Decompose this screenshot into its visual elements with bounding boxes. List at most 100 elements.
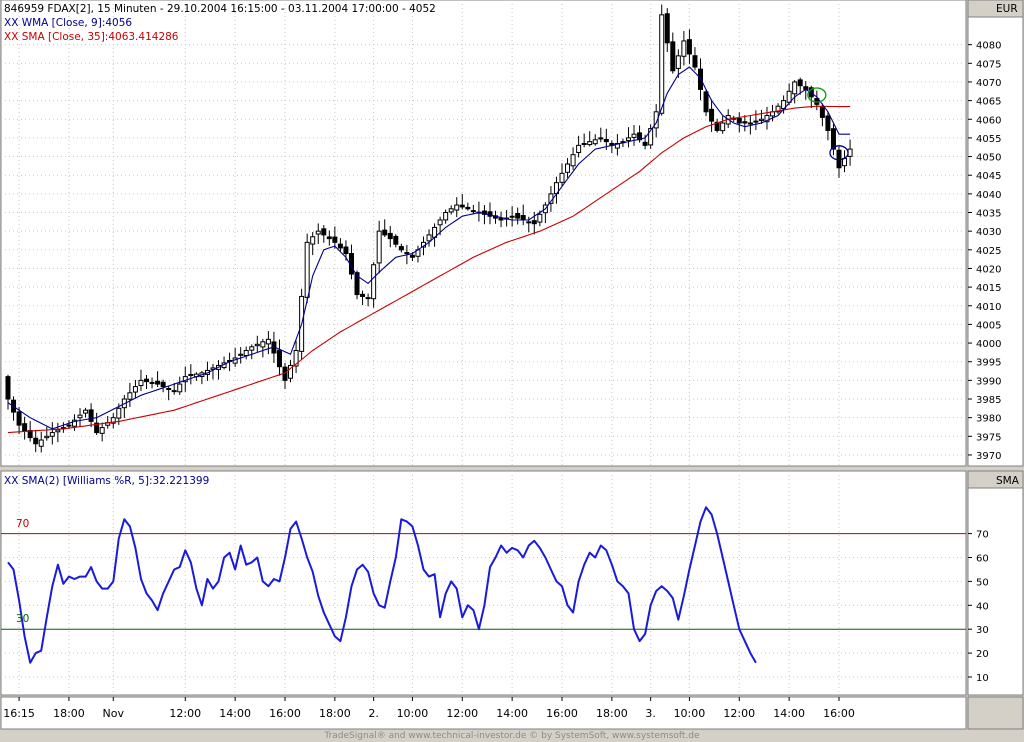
sma-box [967, 470, 1024, 489]
candle-body [592, 139, 598, 145]
candle-body [171, 390, 177, 393]
candle-body [88, 409, 94, 422]
candle-body [243, 350, 249, 357]
williams-sma-line [7, 506, 757, 664]
candle-body [265, 338, 271, 345]
price-tick-label: 3970 [976, 451, 1001, 462]
price-tick-label: 4075 [976, 59, 1001, 70]
time-tick-label: 16:00 [823, 707, 855, 720]
price-tick-label: 4000 [976, 339, 1001, 350]
candle-body [393, 235, 399, 245]
candle-body [321, 228, 327, 236]
candle-body [714, 121, 720, 131]
oscillator-tick-label: 40 [976, 601, 989, 612]
price-axis [967, 0, 1024, 467]
price-tick-label: 4015 [976, 283, 1001, 294]
candle-body [836, 149, 842, 169]
candle-body [825, 115, 831, 131]
price-tick-label: 4055 [976, 134, 1001, 145]
time-tick-label: 14:00 [773, 707, 805, 720]
candle-body [470, 210, 476, 213]
candle-body [16, 411, 22, 426]
candle-body [686, 39, 692, 55]
currency-box [967, 0, 1024, 18]
candle-body [326, 236, 332, 240]
candle-body [293, 350, 299, 367]
candle-body [448, 208, 454, 213]
candle-body [254, 343, 260, 347]
currency-label: EUR [996, 3, 1018, 15]
candle-body [692, 55, 698, 68]
candle-body [188, 373, 194, 376]
candle-body [454, 204, 460, 211]
time-tick-label: 12:00 [446, 707, 478, 720]
candle-body [670, 41, 676, 72]
time-tick-label: 3. [645, 707, 656, 720]
candle-body [520, 215, 526, 221]
candle-body [465, 206, 471, 210]
candle-body [149, 381, 155, 384]
time-tick-label: 14:00 [496, 707, 528, 720]
candle-body [288, 364, 294, 379]
price-tick-label: 4010 [976, 302, 1001, 313]
time-tick-label: Nov [103, 707, 125, 720]
time-tick-label: 12:00 [169, 707, 201, 720]
candle-body [71, 419, 77, 427]
price-tick-label: 4070 [976, 78, 1001, 89]
candle-body [132, 386, 138, 393]
candle-body [598, 137, 604, 140]
candle-body [55, 429, 61, 433]
candle-body [642, 141, 648, 146]
candle-body [819, 106, 825, 118]
time-tick-label: 10:00 [674, 707, 706, 720]
price-tick-label: 4050 [976, 153, 1001, 164]
oscillator-tick-label: 10 [976, 673, 989, 684]
price-grid: 3970 3975 3980 3985 3990 3995 4000 4005 4010 4015… [1, 41, 1001, 462]
candle-body [337, 243, 343, 249]
candle-body [459, 204, 465, 208]
candle-body [786, 90, 792, 103]
candle-body [116, 407, 122, 419]
price-panel [0, 0, 967, 467]
candle-body [509, 215, 515, 218]
level-30-label: 30 [16, 613, 30, 625]
candle-body [332, 236, 338, 243]
candle-body [249, 346, 255, 351]
candle-body [155, 380, 161, 385]
candle-body [160, 381, 166, 388]
sma-line [7, 105, 851, 434]
time-axis [0, 696, 967, 730]
oscillator-tick-label: 30 [976, 625, 989, 636]
candle-body [653, 111, 659, 129]
candle-body [736, 118, 742, 124]
price-tick-label: 3995 [976, 358, 1001, 369]
candle-body [371, 264, 377, 300]
candle-body [570, 154, 576, 167]
oscillator-tick-label: 60 [976, 554, 989, 565]
candle-body [720, 122, 726, 132]
candle-body [775, 105, 781, 113]
candle-body [603, 139, 609, 143]
candle-body [792, 81, 798, 95]
price-tick-label: 4080 [976, 41, 1001, 52]
wma-legend: XX WMA [Close, 9]:4056 [4, 17, 133, 29]
candle-body [481, 210, 487, 215]
candle-body [625, 137, 631, 141]
candle-body [382, 229, 388, 236]
footer-copyright: TradeSignal® and www.technical-investor.… [324, 731, 700, 741]
candle-body [426, 234, 432, 242]
candle-body [581, 143, 587, 146]
price-tick-label: 4025 [976, 246, 1001, 257]
sma-legend: XX SMA [Close, 35]:4063.414286 [4, 31, 179, 43]
candle-body [83, 409, 89, 414]
chart-title: 846959 FDAX[2], 15 Minuten - 29.10.2004 … [4, 3, 436, 15]
last-price-marker [829, 145, 849, 161]
candle-body [537, 213, 543, 223]
time-tick-label: 12:00 [723, 707, 755, 720]
candle-body [376, 230, 382, 264]
candle-body [637, 132, 643, 141]
candle-body [681, 40, 687, 57]
candle-body [144, 378, 149, 383]
